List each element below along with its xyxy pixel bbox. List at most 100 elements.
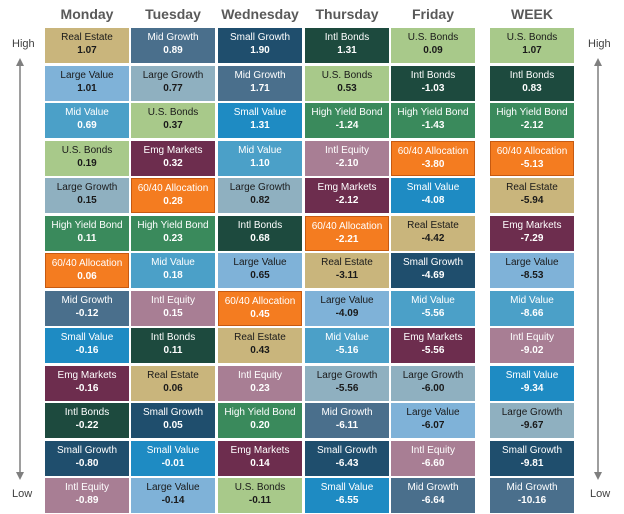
cell-asset-label: 60/40 Allocation bbox=[137, 183, 209, 194]
cell-return-value: 0.65 bbox=[250, 270, 270, 281]
cell-return-value: -9.34 bbox=[520, 382, 544, 394]
cell-return-value: -3.11 bbox=[335, 270, 359, 281]
cell-week-intl-equity: Intl Equity -9.02 bbox=[490, 328, 574, 363]
cell-friday-large-growth: Large Growth -6.00 bbox=[391, 365, 475, 401]
cell-tuesday-intl-bonds: Intl Bonds 0.11 bbox=[131, 328, 215, 363]
cell-tuesday-high-yield-bond: High Yield Bond 0.23 bbox=[131, 215, 215, 251]
cell-return-value: -6.07 bbox=[421, 420, 445, 431]
cell-asset-label: Small Value bbox=[146, 444, 200, 456]
left-high-low-arrow bbox=[16, 58, 24, 480]
cell-tuesday-u-s-bonds: U.S. Bonds 0.37 bbox=[131, 103, 215, 138]
cell-return-value: -1.43 bbox=[421, 120, 445, 131]
cell-tuesday-large-value: Large Value -0.14 bbox=[131, 478, 215, 513]
cell-thursday-intl-equity: Intl Equity -2.10 bbox=[305, 140, 389, 176]
cell-asset-label: Large Growth bbox=[142, 69, 204, 81]
cell-return-value: -2.21 bbox=[335, 233, 359, 245]
cell-thursday-emg-markets: Emg Markets -2.12 bbox=[305, 178, 389, 213]
cell-monday-small-growth: Small Growth -0.80 bbox=[45, 440, 129, 476]
cell-asset-label: Intl Bonds bbox=[237, 219, 283, 231]
cell-return-value: 0.43 bbox=[250, 345, 270, 356]
cell-return-value: 0.09 bbox=[423, 45, 443, 56]
cell-wednesday-mid-value: Mid Value 1.10 bbox=[218, 140, 302, 176]
cell-monday-large-value: Large Value 1.01 bbox=[45, 65, 129, 101]
cell-asset-label: Intl Equity bbox=[510, 332, 554, 343]
cell-asset-label: Small Growth bbox=[229, 32, 290, 43]
cell-return-value: -4.08 bbox=[421, 195, 445, 206]
cell-asset-label: Small Value bbox=[406, 182, 460, 193]
column-header-thursday: Thursday bbox=[315, 6, 379, 22]
cell-return-value: -6.43 bbox=[335, 457, 359, 469]
cell-return-value: 1.31 bbox=[337, 45, 357, 56]
cell-return-value: 1.07 bbox=[77, 45, 97, 56]
cell-return-value: 0.77 bbox=[163, 82, 183, 94]
cell-asset-label: Mid Value bbox=[65, 107, 109, 118]
cell-return-value: -5.56 bbox=[335, 382, 359, 394]
cell-asset-label: High Yield Bond bbox=[51, 219, 123, 231]
cell-asset-label: Intl Bonds bbox=[509, 69, 555, 81]
cell-return-value: -6.55 bbox=[335, 495, 359, 506]
cell-asset-label: U.S. Bonds bbox=[147, 107, 199, 118]
cell-asset-label: Intl Bonds bbox=[64, 407, 110, 418]
cell-return-value: 0.69 bbox=[77, 120, 97, 131]
left-high-label: High bbox=[12, 38, 35, 50]
cell-thursday-intl-bonds: Intl Bonds 1.31 bbox=[305, 28, 389, 63]
cell-return-value: -2.10 bbox=[335, 157, 359, 169]
cell-asset-label: 60/40 Allocation bbox=[496, 145, 568, 157]
cell-tuesday-60-40-allocation: 60/40 Allocation 0.28 bbox=[131, 178, 215, 213]
cell-asset-label: Mid Value bbox=[510, 294, 554, 306]
cell-thursday-small-value: Small Value -6.55 bbox=[305, 478, 389, 513]
cell-asset-label: U.S. Bonds bbox=[407, 32, 459, 43]
cell-return-value: -2.12 bbox=[335, 195, 359, 206]
cell-return-value: -5.56 bbox=[421, 307, 445, 319]
cell-return-value: 0.23 bbox=[250, 382, 270, 394]
cell-return-value: 0.11 bbox=[77, 232, 97, 244]
cell-return-value: -0.01 bbox=[161, 457, 185, 469]
cell-return-value: 1.07 bbox=[522, 45, 542, 56]
cell-friday-intl-bonds: Intl Bonds -1.03 bbox=[391, 65, 475, 101]
cell-return-value: -1.24 bbox=[335, 120, 359, 131]
cell-wednesday-u-s-bonds: U.S. Bonds -0.11 bbox=[218, 478, 302, 513]
cell-asset-label: Large Growth bbox=[56, 182, 118, 193]
cell-thursday-u-s-bonds: U.S. Bonds 0.53 bbox=[305, 65, 389, 101]
cell-friday-u-s-bonds: U.S. Bonds 0.09 bbox=[391, 28, 475, 63]
cell-return-value: 0.15 bbox=[77, 195, 97, 206]
cell-return-value: 0.28 bbox=[163, 196, 183, 207]
cell-wednesday-60-40-allocation: 60/40 Allocation 0.45 bbox=[218, 290, 302, 326]
cell-return-value: 0.05 bbox=[163, 420, 183, 431]
cell-thursday-real-estate: Real Estate -3.11 bbox=[305, 253, 389, 288]
cell-return-value: 0.18 bbox=[163, 270, 183, 281]
cell-asset-label: Small Value bbox=[320, 482, 374, 493]
cell-asset-label: Large Value bbox=[505, 257, 559, 268]
cell-asset-label: High Yield Bond bbox=[137, 219, 209, 231]
cell-monday-intl-equity: Intl Equity -0.89 bbox=[45, 478, 129, 513]
cell-asset-label: Mid Growth bbox=[407, 482, 459, 493]
cell-asset-label: Small Growth bbox=[402, 257, 463, 268]
cell-return-value: -2.12 bbox=[520, 120, 544, 131]
cell-thursday-mid-growth: Mid Growth -6.11 bbox=[305, 403, 389, 438]
cell-asset-label: Intl Bonds bbox=[410, 69, 456, 81]
cell-asset-label: Mid Value bbox=[151, 257, 195, 268]
cell-return-value: 1.90 bbox=[250, 45, 270, 56]
cell-friday-small-value: Small Value -4.08 bbox=[391, 178, 475, 213]
cell-asset-label: Large Value bbox=[146, 482, 200, 493]
cell-monday-intl-bonds: Intl Bonds -0.22 bbox=[45, 403, 129, 438]
cell-asset-label: Small Growth bbox=[142, 407, 203, 418]
cell-return-value: -1.03 bbox=[421, 82, 445, 94]
cell-tuesday-large-growth: Large Growth 0.77 bbox=[131, 65, 215, 101]
cell-return-value: 0.82 bbox=[250, 195, 270, 206]
cell-return-value: -6.64 bbox=[421, 495, 445, 506]
cell-asset-label: Intl Bonds bbox=[150, 332, 196, 343]
cell-return-value: 1.10 bbox=[250, 157, 270, 169]
cell-asset-label: 60/40 Allocation bbox=[311, 220, 383, 232]
cell-asset-label: 60/40 Allocation bbox=[397, 145, 469, 157]
cell-week-large-growth: Large Growth -9.67 bbox=[490, 403, 574, 438]
column-header-week: WEEK bbox=[511, 6, 553, 22]
cell-return-value: 0.14 bbox=[250, 457, 270, 469]
cell-asset-label: Mid Growth bbox=[506, 482, 558, 493]
cell-asset-label: Large Growth bbox=[316, 369, 378, 381]
cell-wednesday-large-growth: Large Growth 0.82 bbox=[218, 178, 302, 213]
cell-return-value: -6.11 bbox=[335, 420, 359, 431]
cell-asset-label: Intl Equity bbox=[151, 294, 195, 306]
cell-asset-label: Large Growth bbox=[229, 182, 291, 193]
column-header-tuesday: Tuesday bbox=[145, 6, 201, 22]
